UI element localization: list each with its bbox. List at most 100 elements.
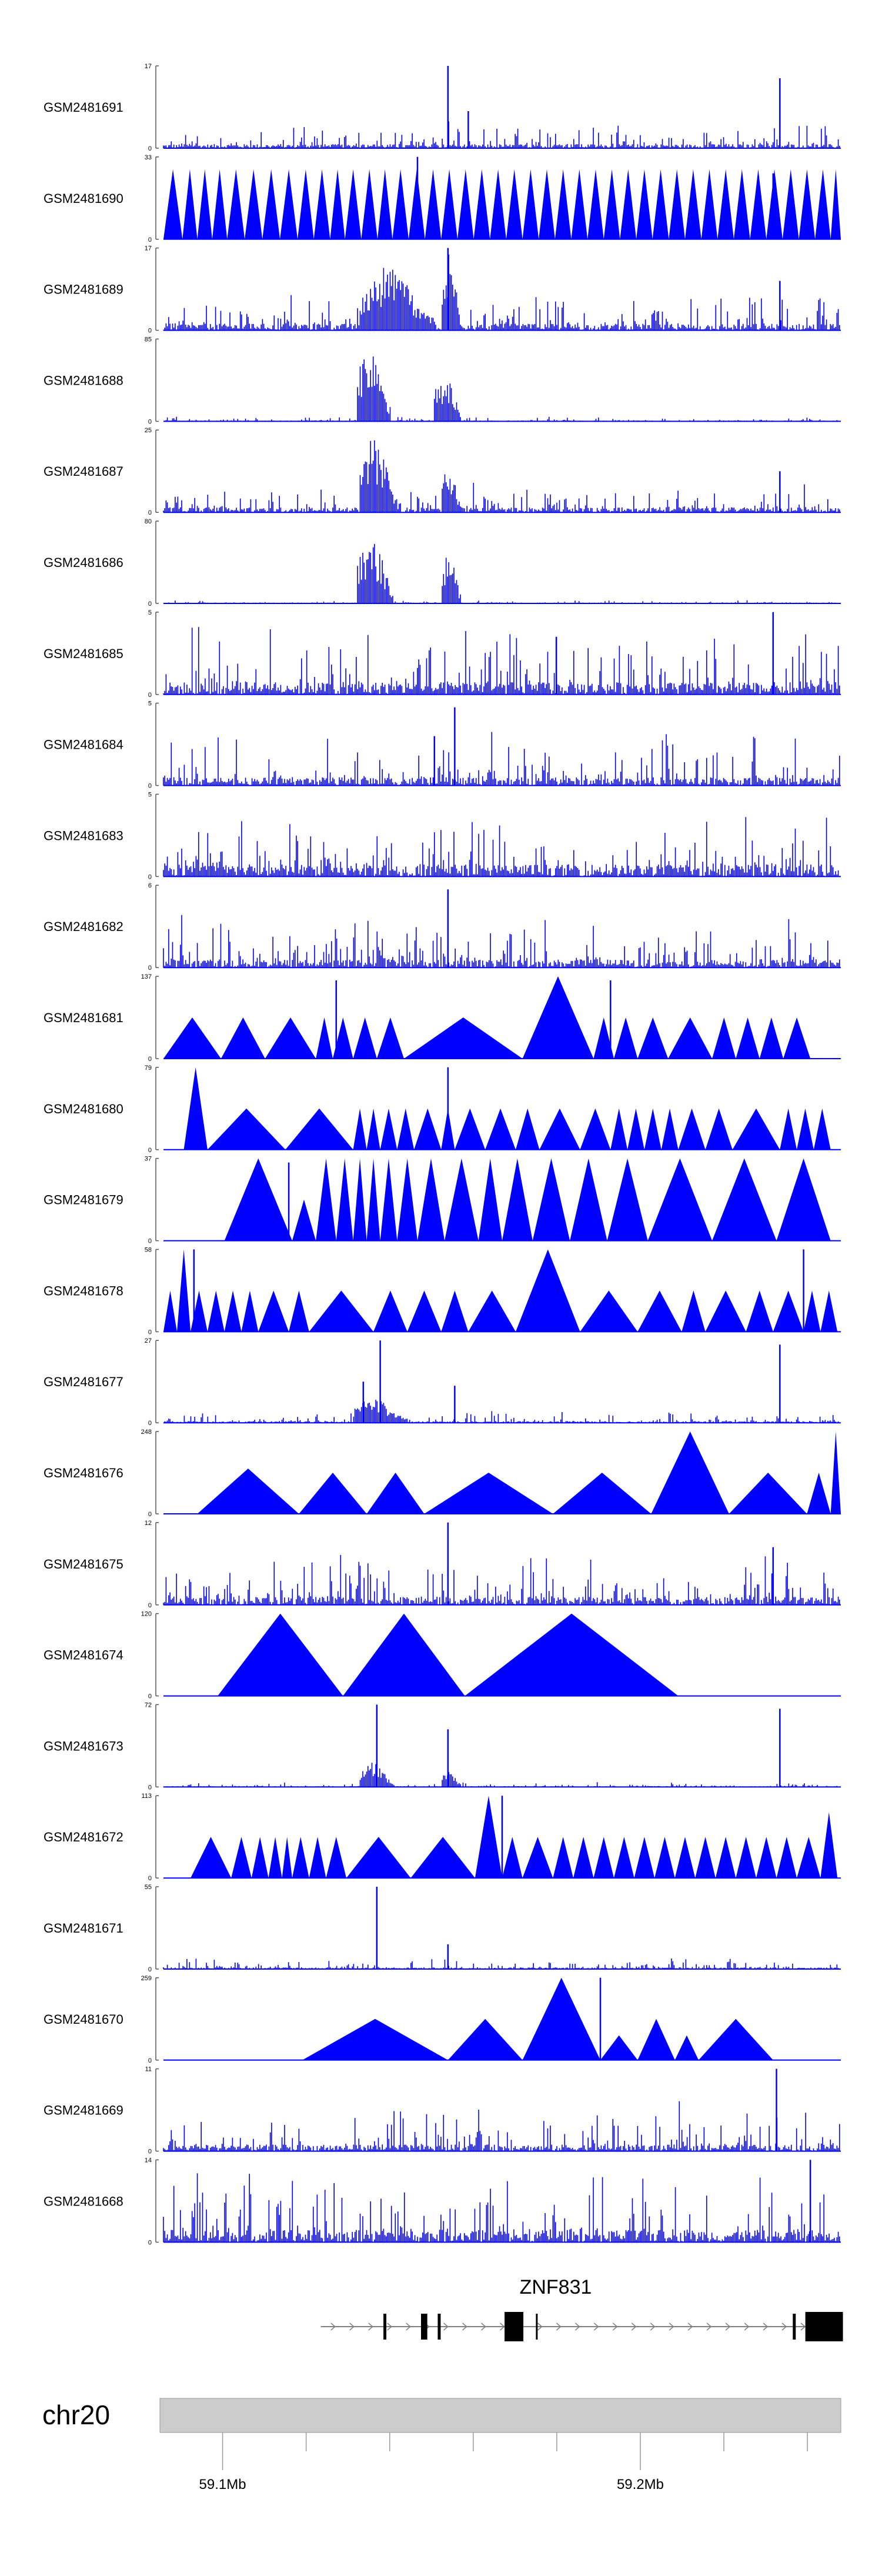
track-label: GSM2481677 <box>44 1374 123 1389</box>
major-tick-label: 59.2Mb <box>617 2477 664 2492</box>
track-GSM2481685: GSM2481685 5 0 <box>44 609 841 699</box>
track-GSM2481675: GSM2481675 12 0 <box>44 1520 841 1609</box>
track-GSM2481687: GSM2481687 25 0 <box>44 427 841 516</box>
track-label: GSM2481688 <box>44 373 123 388</box>
strand-arrow <box>574 2323 580 2331</box>
track-label: GSM2481679 <box>44 1193 123 1207</box>
track-label: GSM2481671 <box>44 1921 123 1936</box>
track-label: GSM2481680 <box>44 1102 123 1116</box>
track-y-max-label: 58 <box>145 1246 152 1253</box>
track-y-max-label: 120 <box>141 1611 152 1618</box>
track-y-zero-label: 0 <box>148 418 152 425</box>
track-y-zero-label: 0 <box>148 1693 152 1700</box>
track-signal <box>163 121 840 148</box>
strand-arrow <box>500 2323 505 2331</box>
track-label: GSM2481690 <box>44 191 123 206</box>
track-signal <box>224 1158 831 1241</box>
strand-arrow <box>744 2323 750 2331</box>
track-y-max-label: 27 <box>145 1337 152 1344</box>
track-GSM2481691: GSM2481691 17 0 <box>44 63 841 152</box>
track-GSM2481668: GSM2481668 14 0 <box>44 2157 841 2246</box>
track-y-zero-label: 0 <box>148 1056 152 1063</box>
track-y-zero-label: 0 <box>148 1511 152 1518</box>
track-GSM2481690: GSM2481690 33 0 <box>44 154 841 243</box>
track-label: GSM2481684 <box>44 738 123 752</box>
track-y-max-label: 5 <box>148 700 152 708</box>
strand-arrow <box>593 2323 599 2331</box>
exon <box>383 2314 387 2340</box>
track-label: GSM2481670 <box>44 2012 123 2027</box>
track-label: GSM2481683 <box>44 828 123 843</box>
strand-arrow <box>800 2323 806 2331</box>
track-label: GSM2481668 <box>44 2194 123 2208</box>
track-y-max-label: 33 <box>145 154 152 161</box>
strand-arrow <box>406 2323 411 2331</box>
exon <box>421 2314 427 2340</box>
track-y-zero-label: 0 <box>148 2239 152 2246</box>
track-y-max-label: 14 <box>145 2157 152 2164</box>
track-y-max-label: 85 <box>145 336 152 343</box>
track-GSM2481682: GSM2481682 6 0 <box>44 882 841 972</box>
track-label: GSM2481685 <box>44 646 123 661</box>
track-signal <box>163 440 840 513</box>
strand-arrow <box>537 2323 543 2331</box>
strand-arrow <box>669 2323 674 2331</box>
track-signal <box>163 732 840 786</box>
track-GSM2481672: GSM2481672 113 0 <box>44 1793 841 1882</box>
chromosome-label: chr20 <box>42 2400 110 2430</box>
track-signal <box>163 543 840 603</box>
track-y-zero-label: 0 <box>148 1329 152 1336</box>
track-y-zero-label: 0 <box>148 2148 152 2155</box>
track-label: GSM2481681 <box>44 1010 123 1025</box>
genome-axis: chr20 59.1Mb 59.2Mb <box>42 2398 841 2492</box>
track-label: GSM2481676 <box>44 1466 123 1480</box>
track-label: GSM2481686 <box>44 555 123 570</box>
chromosome-bar <box>159 2398 841 2433</box>
exon <box>536 2314 538 2340</box>
track-label: GSM2481689 <box>44 282 123 297</box>
track-signal <box>163 356 840 422</box>
gene-name-label: ZNF831 <box>520 2276 592 2298</box>
track-y-zero-label: 0 <box>148 2057 152 2064</box>
strand-arrow <box>781 2323 787 2331</box>
gene-track: ZNF831 <box>320 2276 843 2341</box>
track-label: GSM2481675 <box>44 1557 123 1571</box>
track-y-max-label: 259 <box>141 1975 152 1982</box>
strand-arrow <box>481 2323 486 2331</box>
track-y-zero-label: 0 <box>148 965 152 972</box>
strand-arrow <box>330 2323 336 2331</box>
track-y-zero-label: 0 <box>148 236 152 243</box>
track-label: GSM2481682 <box>44 919 123 934</box>
track-GSM2481678: GSM2481678 58 0 <box>44 1246 841 1336</box>
track-y-zero-label: 0 <box>148 692 152 699</box>
track-label: GSM2481673 <box>44 1739 123 1753</box>
track-y-zero-label: 0 <box>148 509 152 516</box>
strand-arrow <box>556 2323 562 2331</box>
track-GSM2481683: GSM2481683 5 0 <box>44 791 841 880</box>
track-y-max-label: 12 <box>145 1520 152 1527</box>
track-y-max-label: 5 <box>148 609 152 616</box>
strand-arrow <box>349 2323 355 2331</box>
track-y-max-label: 137 <box>141 973 152 980</box>
track-GSM2481688: GSM2481688 85 0 <box>44 336 841 425</box>
strand-arrow <box>462 2323 467 2331</box>
track-signal <box>163 976 811 1059</box>
track-signal <box>163 1958 840 1969</box>
strand-arrow <box>706 2323 712 2331</box>
track-signal <box>183 1067 831 1150</box>
strand-arrow <box>725 2323 731 2331</box>
track-GSM2481684: GSM2481684 5 0 <box>44 700 841 790</box>
track-signal <box>163 1249 838 1332</box>
track-label: GSM2481674 <box>44 1648 123 1663</box>
track-GSM2481686: GSM2481686 80 0 <box>44 518 841 608</box>
track-GSM2481679: GSM2481679 37 0 <box>44 1156 841 1245</box>
strand-arrow <box>368 2323 373 2331</box>
strand-arrow <box>387 2323 392 2331</box>
track-signal <box>163 169 841 239</box>
track-y-zero-label: 0 <box>148 145 152 152</box>
track-y-max-label: 25 <box>145 427 152 434</box>
track-y-zero-label: 0 <box>148 1238 152 1245</box>
track-GSM2481689: GSM2481689 17 0 <box>44 245 841 335</box>
track-y-max-label: 55 <box>145 1884 152 1891</box>
